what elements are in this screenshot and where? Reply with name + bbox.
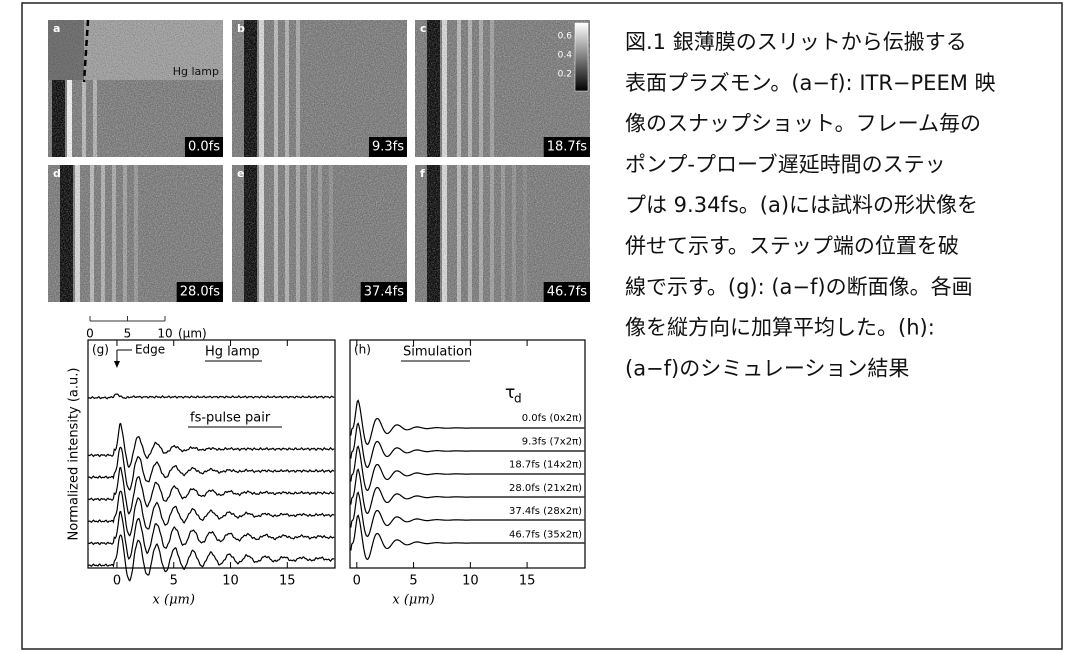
image-panel: d 28.0fs (48, 165, 223, 302)
caption-line: (a−f)のシミュレーション結果 (625, 356, 909, 380)
figure: 図.1 銀薄膜のスリットから伝搬する表面プラズモン。(a−f): ITR−PEE… (0, 0, 1082, 653)
edge-arrowhead (114, 361, 120, 368)
colorbar (575, 23, 588, 91)
noise (232, 20, 407, 157)
tau-subscript: d (514, 392, 522, 406)
edge-label: Edge (135, 343, 165, 357)
image-panels: Hg lamp a 0.0fs b 9.3fs 0.6 0.4 0.2 c 18.7fs d 28.0… (48, 20, 590, 341)
profile-curve (88, 491, 334, 536)
x-tick-label: 10 (222, 574, 239, 589)
x-tick-label: 5 (170, 574, 178, 589)
x-tick-label: 0 (113, 574, 121, 589)
curve-label: 37.4fs (28x2π) (509, 506, 582, 517)
caption-line: 図.1 銀薄膜のスリットから伝搬する (625, 30, 967, 54)
hg-lamp-label: Hg lamp (205, 345, 260, 360)
caption-line: 表面プラズモン。(a−f): ITR−PEEM 映 (625, 71, 996, 95)
panel-letter: f (420, 167, 425, 180)
curve-label: 28.0fs (21x2π) (509, 483, 582, 494)
caption-line: 像のスナップショット。フレーム毎の (625, 112, 981, 136)
image-panel: Hg lamp a 0.0fs (48, 20, 223, 157)
curve-label: 18.7fs (14x2π) (509, 460, 582, 471)
image-panel: b 9.3fs (232, 20, 407, 157)
pulse-label: fs-pulse pair (190, 411, 271, 426)
x-tick-label: 15 (519, 574, 536, 589)
colorbar-tick-label: 0.6 (558, 32, 573, 42)
scale-tick-label: 5 (124, 327, 132, 341)
page: 図.1 銀薄膜のスリットから伝搬する表面プラズモン。(a−f): ITR−PEE… (0, 0, 1082, 653)
panel-letter: c (420, 22, 427, 35)
panel-time: 9.3fs (372, 140, 404, 155)
panel-time: 46.7fs (547, 285, 588, 300)
scale-bar: 0 5 10 (μm) (86, 316, 207, 341)
scale-tick-label: 10 (157, 327, 172, 341)
x-tick-label: 0 (353, 574, 361, 589)
profile-curve (88, 424, 334, 468)
x-axis-label: x (μm) (392, 593, 434, 608)
panel-label: (h) (354, 343, 371, 357)
profile-curve (88, 394, 334, 399)
panel-time: 0.0fs (188, 140, 220, 155)
x-axis-label: x (μm) (153, 593, 195, 608)
colorbar-tick-label: 0.2 (558, 70, 572, 80)
profile-curve (88, 535, 334, 581)
plots: 0 5 10 15 x (μm) (g) Edge Hg lamp fs-pulse pair N… (67, 340, 586, 608)
caption-line: プは 9.34fs。(a)には試料の形状像を (625, 193, 978, 217)
x-tick-label: 15 (279, 574, 296, 589)
plot-frame (88, 340, 335, 568)
noise (48, 165, 223, 302)
noise (232, 165, 407, 302)
caption-line: 併せて示す。ステップ端の位置を破 (625, 234, 959, 258)
image-panel: f 46.7fs (415, 165, 590, 302)
x-tick-label: 10 (462, 574, 479, 589)
caption-line: 線で示す。(g): (a−f)の断面像。各画 (625, 275, 973, 299)
colorbar-tick-label: 0.4 (558, 51, 573, 61)
panel-time: 18.7fs (547, 140, 588, 155)
panel-time: 37.4fs (364, 285, 405, 300)
curve-label: 9.3fs (7x2π) (522, 436, 582, 447)
panel-label: (g) (92, 343, 109, 357)
profile-curve (88, 447, 334, 490)
scale-tick-label: 0 (86, 327, 94, 341)
curve-label: 46.7fs (35x2π) (509, 530, 582, 541)
noise (415, 165, 590, 302)
panel-letter: a (53, 22, 60, 35)
plot: 0 5 10 15 x (μm) (g) Edge Hg lamp fs-pulse pair N… (67, 340, 336, 608)
image-panel: e 37.4fs (232, 165, 407, 302)
hg-lamp-label: Hg lamp (173, 65, 219, 78)
caption-line: 像を縦方向に加算平均した。(h): (625, 316, 935, 340)
x-tick-label: 5 (409, 574, 417, 589)
caption-line: ポンプ-プローブ遅延時間のステッ (625, 152, 946, 176)
panel-letter: d (53, 167, 61, 180)
simulation-label: Simulation (403, 345, 472, 360)
panel-letter: b (237, 22, 245, 35)
scale-unit: (μm) (178, 327, 207, 341)
y-axis-label: Normalized intensity (a.u.) (67, 368, 82, 541)
panel-time: 28.0fs (180, 285, 221, 300)
panel-letter: e (237, 167, 244, 180)
curve-label: 0.0fs (0x2π) (522, 413, 582, 424)
image-panel: 0.6 0.4 0.2 c 18.7fs (415, 20, 590, 157)
